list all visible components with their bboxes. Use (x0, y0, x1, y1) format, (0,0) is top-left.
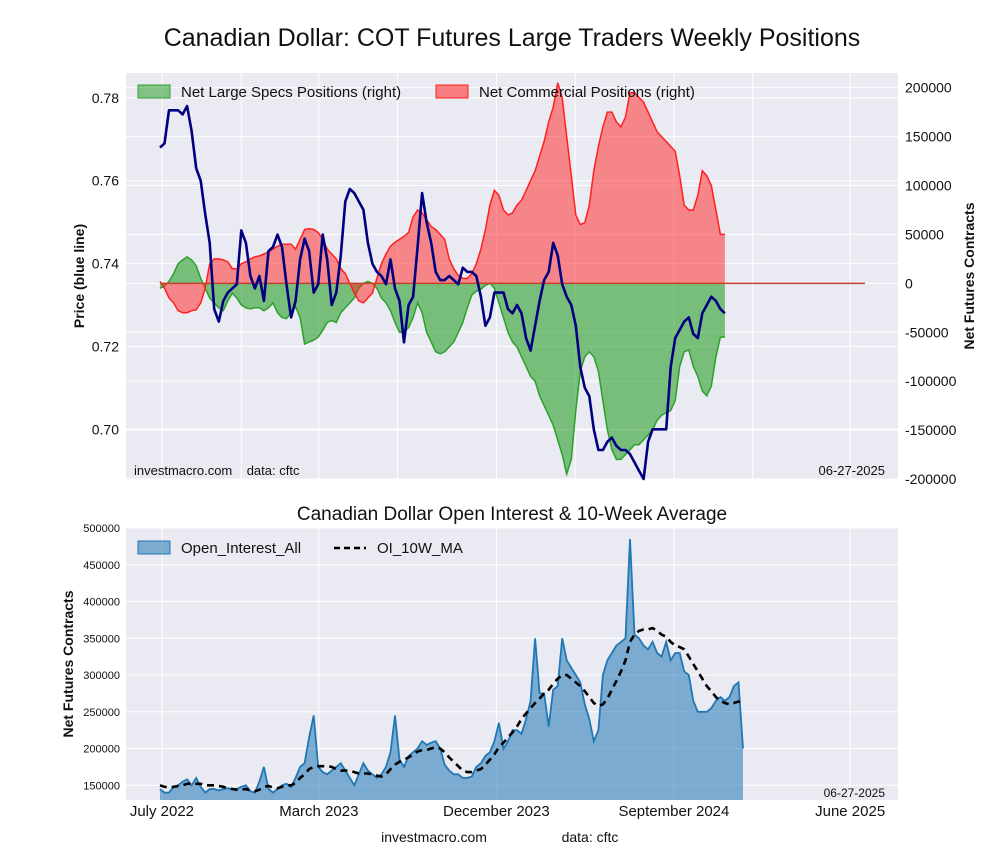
top-chart-marks (159, 82, 865, 481)
bottom-y-tick-2: 250000 (83, 707, 120, 719)
specs-area (160, 256, 725, 475)
bottom-y-tick-7: 500000 (83, 523, 120, 535)
bottom-legend: Open_Interest_All OI_10W_MA (137, 540, 463, 557)
commercial-line (159, 82, 725, 314)
top-watermark: investmacro.com data: cftc (134, 463, 300, 478)
top-y2-tick-4: 0 (905, 275, 913, 291)
top-y2-tick-0: -200000 (905, 471, 957, 487)
bottom-date-label: 06-27-2025 (824, 786, 886, 800)
top-y2-tick-6: 100000 (905, 178, 952, 194)
legend-label-oi: Open_Interest_All (181, 540, 301, 557)
legend-swatch-commercial (435, 84, 469, 99)
oi-line (159, 538, 744, 794)
bottom-tick-labels: 150000 200000 250000 300000 350000 400000 4500… (83, 523, 885, 820)
bottom-chart-marks (159, 538, 744, 800)
bottom-x-tick-2: December 2023 (443, 803, 550, 820)
footer-source: data: cftc (562, 829, 619, 845)
top-y2-tick-2: -100000 (905, 373, 957, 389)
bottom-x-tick-3: September 2024 (618, 803, 729, 820)
legend-swatch-specs (137, 84, 171, 99)
legend-label-specs: Net Large Specs Positions (right) (181, 84, 401, 101)
legend-swatch-oi (137, 540, 171, 555)
top-y-tick-4: 0.78 (92, 90, 119, 106)
bottom-x-tick-0: July 2022 (130, 803, 194, 820)
top-date-label: 06-27-2025 (819, 463, 886, 478)
top-y-tick-2: 0.74 (92, 256, 119, 272)
price-line (159, 104, 726, 481)
bottom-title: Canadian Dollar Open Interest & 10-Week … (297, 504, 727, 525)
top-y2-tick-3: -50000 (905, 324, 949, 340)
bottom-y-axis-label: Net Futures Contracts (60, 590, 76, 737)
top-y2-tick-8: 200000 (905, 80, 952, 96)
footer-site: investmacro.com (381, 829, 487, 845)
specs-line (159, 255, 725, 477)
top-y2-tick-5: 50000 (905, 226, 944, 242)
top-y2-axis-label: Net Futures Contracts (961, 202, 977, 349)
bottom-x-tick-1: March 2023 (279, 803, 358, 820)
bottom-grid (126, 527, 898, 800)
bottom-y-tick-6: 450000 (83, 560, 120, 572)
top-tick-labels: 0.70 0.72 0.74 0.76 0.78 -200000 -150000 -10000… (92, 80, 957, 487)
bottom-y-tick-1: 200000 (83, 744, 120, 756)
bottom-y-tick-3: 300000 (83, 670, 120, 682)
bottom-y-tick-0: 150000 (83, 780, 120, 792)
main-title: Canadian Dollar: COT Futures Large Trade… (164, 24, 861, 52)
top-y2-tick-7: 150000 (905, 129, 952, 145)
legend-label-ma: OI_10W_MA (377, 540, 463, 557)
top-y2-tick-1: -150000 (905, 422, 957, 438)
top-y-tick-0: 0.70 (92, 421, 119, 437)
ma-line (159, 626, 744, 793)
top-y-tick-3: 0.76 (92, 173, 119, 189)
top-y-axis-label: Price (blue line) (71, 224, 87, 328)
bottom-y-tick-4: 350000 (83, 633, 120, 645)
top-legend: Net Large Specs Positions (right) Net Co… (137, 84, 695, 101)
top-y-tick-1: 0.72 (92, 338, 119, 354)
bottom-x-tick-4: June 2025 (815, 803, 885, 820)
bottom-y-tick-5: 400000 (83, 597, 120, 609)
legend-label-commercial: Net Commercial Positions (right) (479, 84, 695, 101)
